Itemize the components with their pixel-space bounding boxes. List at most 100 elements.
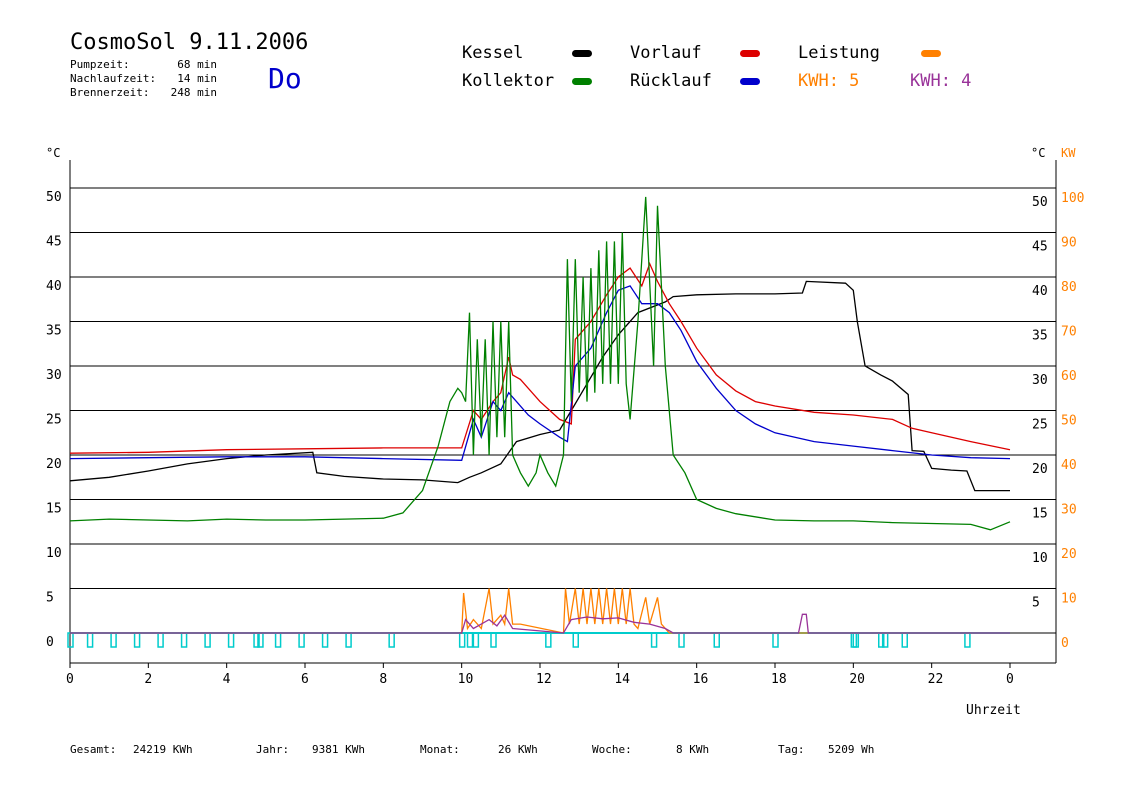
legend-swatch-vorlauf xyxy=(740,50,760,57)
pump-mark-3 xyxy=(133,632,141,648)
y-tick-label-left-45: 45 xyxy=(46,235,62,250)
pump-mark-2 xyxy=(110,632,117,648)
pump-mark-11 xyxy=(298,632,305,648)
y-tick-label-right-30: 30 xyxy=(1032,373,1048,388)
footer-value-woche: 8 KWh xyxy=(676,743,710,756)
y-tick-label-kw-10: 10 xyxy=(1061,592,1077,607)
y-axis-label-kw: KW xyxy=(1061,146,1076,160)
legend-swatch-leistung xyxy=(921,50,941,57)
kwh-label-1: KWH: 5 xyxy=(798,71,860,91)
series-line-rücklauf xyxy=(69,285,1011,461)
y-tick-label-kw-30: 30 xyxy=(1061,503,1077,518)
y-axis-label-left: °C xyxy=(46,146,60,160)
series-line-kessel xyxy=(69,280,1010,492)
x-tick-label-6: 12 xyxy=(536,672,552,687)
pump-marks xyxy=(67,632,971,648)
y-tick-label-kw-100: 100 xyxy=(1061,191,1084,206)
pump-mark-7 xyxy=(227,632,235,648)
pump-mark-24 xyxy=(772,632,779,648)
legend-label-kollektor: Kollektor xyxy=(462,71,555,91)
footer-label-gesamt: Gesamt: xyxy=(70,743,117,756)
footer-label-woche: Woche: xyxy=(592,743,632,756)
y-tick-label-left-30: 30 xyxy=(46,368,62,383)
y-tick-label-kw-50: 50 xyxy=(1061,414,1077,429)
x-tick-label-12: 0 xyxy=(1006,672,1014,687)
y-tick-label-kw-80: 80 xyxy=(1061,280,1077,295)
pump-mark-9 xyxy=(257,632,264,648)
y-tick-label-right-20: 20 xyxy=(1032,462,1048,477)
x-tick-label-1: 2 xyxy=(144,672,152,687)
stat-label-pumpzeit: Pumpzeit: xyxy=(70,58,130,71)
page-title: CosmoSol 9.11.2006 xyxy=(70,30,309,55)
pump-mark-19 xyxy=(545,632,552,648)
pump-mark-29 xyxy=(901,632,908,648)
pump-mark-1 xyxy=(86,632,94,648)
series-line-kwh-4 xyxy=(70,613,1010,634)
pump-mark-4 xyxy=(157,632,164,648)
pump-mark-15 xyxy=(458,632,466,648)
y-tick-label-right-45: 45 xyxy=(1032,240,1048,255)
stat-value-brennerzeit: 248 min xyxy=(170,86,217,99)
stat-label-brennerzeit: Brennerzeit: xyxy=(70,86,150,99)
pump-mark-13 xyxy=(345,632,352,648)
pump-mark-22 xyxy=(678,632,685,648)
legend-label-vorlauf: Vorlauf xyxy=(630,43,702,63)
y-tick-label-left-15: 15 xyxy=(46,502,62,517)
pump-mark-30 xyxy=(964,632,971,648)
stat-label-nachlaufzeit: Nachlaufzeit: xyxy=(70,72,157,85)
y-tick-label-kw-70: 70 xyxy=(1061,325,1077,340)
legend-swatch-kollektor xyxy=(572,78,592,85)
x-tick-label-2: 4 xyxy=(223,672,231,687)
chart-series-lines xyxy=(69,196,1011,634)
pump-mark-28 xyxy=(881,632,889,648)
x-axis-label: Uhrzeit xyxy=(966,703,1021,718)
footer-label-monat: Monat: xyxy=(420,743,460,756)
footer-label-jahr: Jahr: xyxy=(256,743,290,756)
chart-tick-labels: 0 2 4 6 8 10 12 14 16 18 20 22 0 0 0 5 5 10 10 10 20 15 15 30 20… xyxy=(46,190,1084,687)
pump-mark-18 xyxy=(490,632,497,648)
x-tick-label-5: 10 xyxy=(458,672,474,687)
footer-value-gesamt: 24219 KWh xyxy=(133,743,193,756)
footer-value-jahr: 9381 KWh xyxy=(312,743,365,756)
x-tick-label-4: 8 xyxy=(379,672,387,687)
y-tick-label-left-35: 35 xyxy=(46,324,62,339)
chart-axes xyxy=(69,160,1057,668)
pump-mark-21 xyxy=(650,632,658,648)
pump-mark-16 xyxy=(466,632,474,648)
y-tick-label-left-40: 40 xyxy=(46,279,62,294)
series-line-vorlauf xyxy=(69,261,1011,454)
y-tick-label-left-10: 10 xyxy=(46,546,62,561)
y-tick-label-kw-60: 60 xyxy=(1061,369,1077,384)
series-line-leistung xyxy=(70,588,1010,634)
y-tick-label-kw-20: 20 xyxy=(1061,547,1077,562)
legend-label-leistung: Leistung xyxy=(798,43,880,63)
y-tick-label-right-15: 15 xyxy=(1032,507,1048,522)
x-tick-label-9: 18 xyxy=(771,672,787,687)
chart-grid xyxy=(70,187,1056,634)
x-tick-label-11: 22 xyxy=(928,672,944,687)
y-tick-label-left-50: 50 xyxy=(46,190,62,205)
pump-mark-20 xyxy=(572,632,579,648)
y-tick-label-kw-90: 90 xyxy=(1061,236,1077,251)
x-tick-label-3: 6 xyxy=(301,672,309,687)
pump-mark-6 xyxy=(204,632,211,648)
series-line-kollektor xyxy=(69,196,1011,531)
y-axis-label-right: °C xyxy=(1031,146,1045,160)
legend-swatch-ruecklauf xyxy=(740,78,760,85)
stat-value-nachlaufzeit: 14 min xyxy=(177,72,217,85)
legend-swatch-kessel xyxy=(572,50,592,57)
pump-mark-10 xyxy=(274,632,282,648)
y-tick-label-left-25: 25 xyxy=(46,413,62,428)
weekday-label: Do xyxy=(268,62,302,95)
y-tick-label-left-5: 5 xyxy=(46,591,54,606)
y-tick-label-right-10: 10 xyxy=(1032,551,1048,566)
pump-mark-17 xyxy=(472,632,480,648)
pump-mark-5 xyxy=(180,632,188,648)
x-tick-label-7: 14 xyxy=(614,672,630,687)
pump-mark-23 xyxy=(713,632,720,648)
x-tick-label-8: 16 xyxy=(693,672,709,687)
pump-mark-12 xyxy=(321,632,329,648)
y-tick-label-right-50: 50 xyxy=(1032,195,1048,210)
x-tick-label-0: 0 xyxy=(66,672,74,687)
